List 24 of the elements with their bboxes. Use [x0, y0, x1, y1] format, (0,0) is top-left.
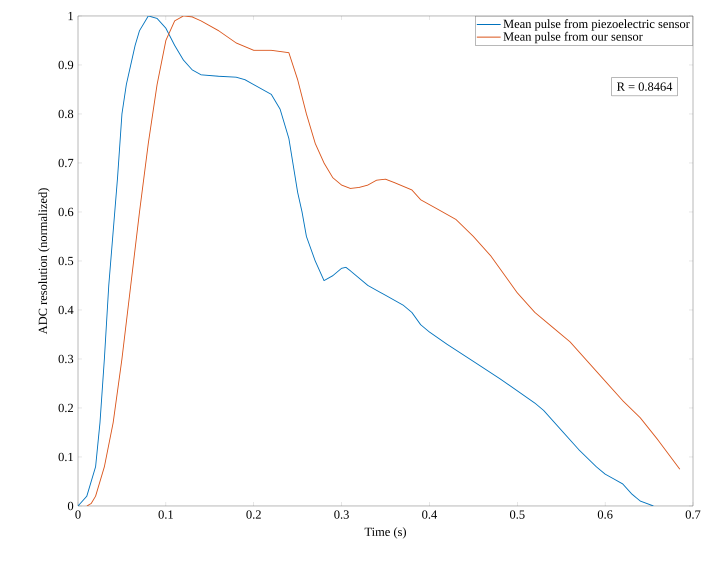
y-tick-label: 0 [68, 502, 74, 510]
x-tick-label: 0 [75, 510, 81, 519]
x-tick-label: 0.2 [246, 510, 261, 519]
x-tick-label: 0.6 [598, 510, 613, 519]
x-tick-label: 0.5 [510, 510, 525, 519]
legend-label: Mean pulse from piezoelectric sensor [503, 19, 690, 31]
y-tick-label: 1 [68, 12, 73, 20]
annotation: R = 0.8464 [617, 82, 672, 91]
y-tick-label: 0.9 [58, 60, 74, 70]
y-tick-label: 0.4 [58, 306, 74, 314]
y-tick-label: 0.3 [58, 354, 74, 364]
y-tick-label: 0.1 [58, 452, 73, 462]
y-tick-label: 0.7 [58, 158, 74, 168]
y-tick-label: 0.5 [58, 256, 74, 266]
x-tick-label: 0.7 [686, 510, 700, 519]
y-tick-label: 0.6 [58, 208, 74, 216]
x-tick-label: 0.4 [422, 510, 438, 519]
y-axis-title: ADC resolution (normalized) [38, 188, 50, 334]
y-tick-label: 0.2 [58, 404, 73, 412]
x-tick-label: 0.3 [334, 510, 349, 519]
legend-label: Mean pulse from our sensor [503, 32, 643, 44]
y-tick-label: 0.8 [58, 110, 74, 118]
x-tick-label: 0.1 [158, 510, 173, 519]
x-axis-title: Time (s) [364, 527, 406, 539]
